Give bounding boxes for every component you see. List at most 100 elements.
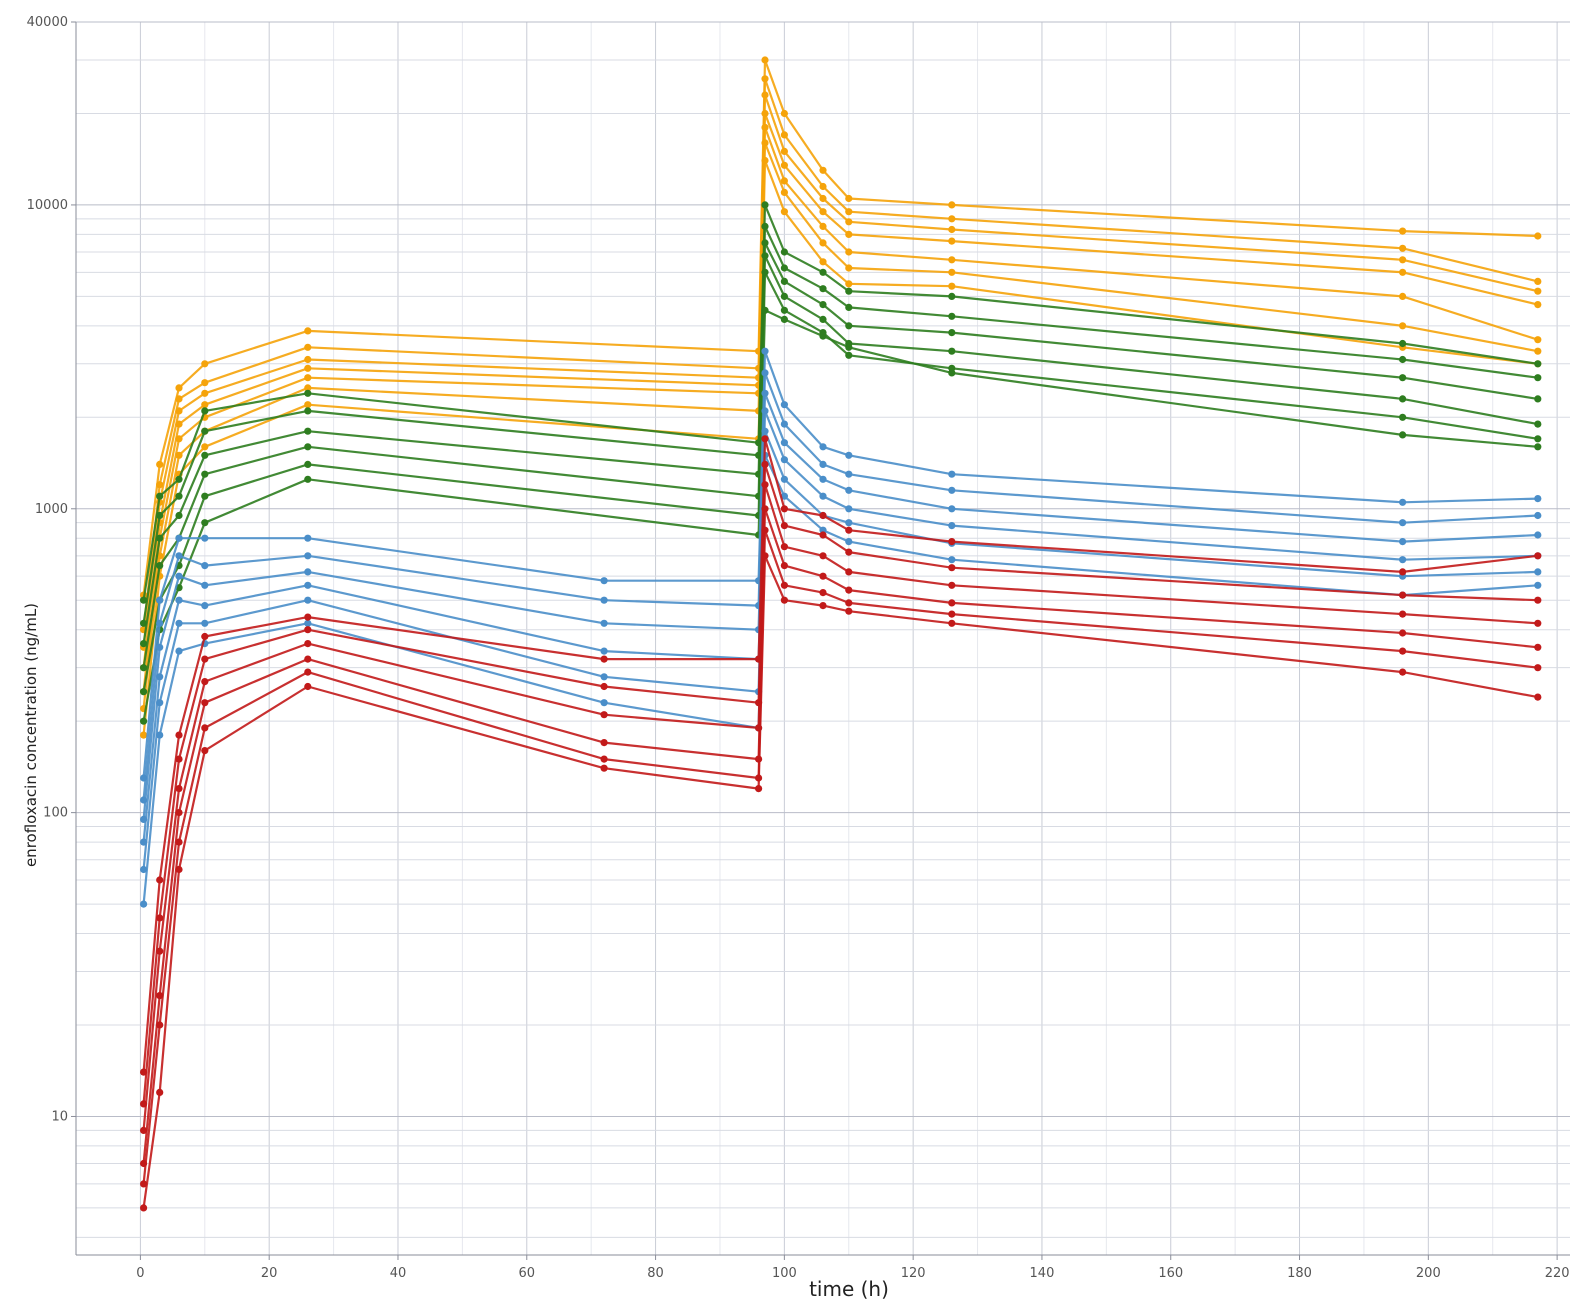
data-point: [304, 384, 312, 392]
data-point: [819, 315, 827, 323]
series-blue: [140, 427, 1542, 874]
data-point: [761, 268, 769, 276]
x-tick-label: 140: [1030, 1266, 1055, 1281]
data-point: [761, 239, 769, 247]
data-point: [819, 552, 827, 560]
data-point: [761, 91, 769, 99]
data-point: [780, 492, 789, 500]
data-point: [201, 678, 209, 686]
y-tick-label: 10: [51, 1109, 68, 1124]
data-point: [201, 655, 209, 663]
data-point: [780, 277, 789, 285]
data-point: [156, 1021, 164, 1029]
data-point: [304, 568, 312, 576]
data-point: [175, 785, 183, 793]
data-point: [600, 596, 608, 604]
data-point: [201, 534, 209, 542]
series-line: [142, 58, 1538, 596]
data-point: [948, 329, 956, 337]
data-point: [948, 619, 956, 627]
data-point: [948, 225, 956, 234]
data-point: [948, 564, 956, 572]
data-point: [175, 407, 183, 415]
data-point: [304, 401, 312, 409]
data-point: [845, 505, 853, 513]
data-point: [819, 475, 827, 483]
data-point: [175, 552, 183, 560]
series-red: [140, 526, 1542, 1188]
data-point: [845, 519, 853, 527]
data-point: [304, 552, 312, 560]
data-point: [304, 407, 312, 415]
data-point: [1534, 336, 1542, 344]
data-point: [1399, 668, 1407, 676]
data-point: [761, 56, 769, 64]
data-point: [600, 673, 608, 681]
data-point: [819, 492, 827, 500]
data-point: [845, 568, 853, 576]
data-point: [948, 282, 956, 290]
data-point: [948, 201, 956, 209]
data-point: [175, 731, 183, 739]
data-point: [1399, 498, 1407, 506]
data-point: [140, 717, 148, 725]
data-point: [761, 427, 769, 435]
data-point: [948, 268, 956, 276]
series-line: [142, 309, 1538, 722]
data-point: [780, 306, 789, 314]
data-point: [1399, 431, 1407, 439]
data-point: [201, 619, 209, 627]
data-point: [761, 481, 769, 489]
data-point: [140, 1126, 148, 1134]
data-point: [175, 420, 183, 428]
data-point: [304, 581, 312, 589]
data-point: [948, 538, 956, 546]
data-point: [304, 475, 312, 483]
data-point: [780, 522, 789, 530]
series-line: [142, 203, 1538, 601]
data-point: [761, 123, 769, 131]
series-blue: [140, 389, 1542, 824]
data-point: [819, 531, 827, 539]
data-point: [819, 208, 827, 216]
series-blue: [140, 347, 1542, 782]
data-point: [1399, 292, 1407, 300]
data-point: [780, 456, 789, 464]
data-point: [600, 699, 608, 707]
data-point: [1534, 581, 1542, 589]
data-point: [1534, 511, 1542, 520]
series-red: [140, 460, 1542, 1108]
data-point: [948, 312, 956, 320]
data-point: [845, 599, 853, 607]
data-point: [175, 395, 183, 403]
data-point: [780, 543, 789, 551]
data-point: [1534, 287, 1542, 295]
data-point: [304, 443, 312, 451]
data-point: [948, 599, 956, 607]
data-point: [819, 194, 827, 203]
data-point: [819, 258, 827, 266]
data-point: [1399, 244, 1407, 252]
data-point: [1399, 339, 1407, 348]
data-point: [1534, 360, 1542, 368]
data-point: [819, 511, 827, 520]
data-point: [201, 632, 209, 641]
series-line: [142, 392, 1538, 820]
data-point: [845, 322, 853, 330]
data-point: [304, 460, 312, 468]
data-point: [845, 486, 853, 494]
data-point: [1534, 232, 1542, 240]
data-point: [201, 562, 209, 570]
data-point: [304, 534, 312, 542]
data-point: [600, 619, 608, 627]
y-tick-label: 10000: [27, 198, 68, 213]
series-green: [140, 239, 1542, 648]
data-point: [1534, 301, 1542, 309]
data-point: [1534, 643, 1542, 651]
data-point: [156, 914, 164, 922]
data-point: [948, 215, 956, 223]
x-tick-label: 80: [647, 1266, 664, 1281]
data-point: [1399, 629, 1407, 637]
series-orange: [140, 75, 1542, 634]
series-red: [140, 435, 1542, 1076]
